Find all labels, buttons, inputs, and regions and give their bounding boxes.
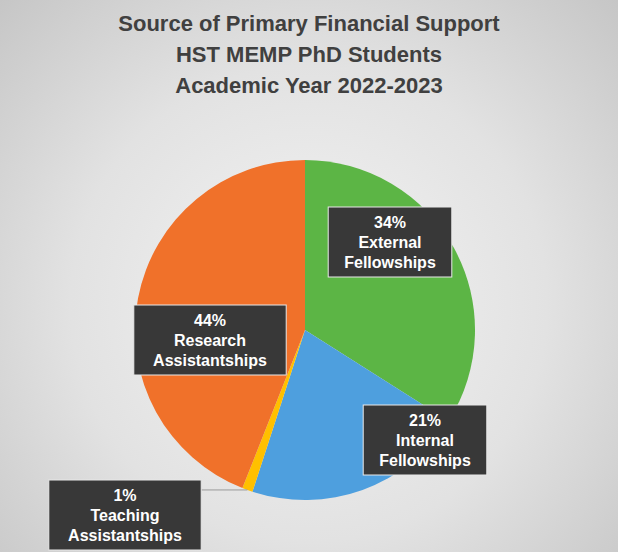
svg-text:1%: 1% bbox=[113, 487, 136, 504]
svg-text:Assistantships: Assistantships bbox=[68, 527, 182, 544]
svg-text:21%: 21% bbox=[409, 412, 441, 429]
svg-text:Teaching: Teaching bbox=[90, 507, 159, 524]
svg-text:Assistantships: Assistantships bbox=[153, 352, 267, 369]
html-text:Source of Primary Financial Su: Source of Primary Financial Support HST … bbox=[118, 11, 500, 98]
svg-text:34%: 34% bbox=[374, 214, 406, 231]
svg-text:Internal: Internal bbox=[396, 432, 454, 449]
svg-text:44%: 44% bbox=[194, 312, 226, 329]
svg-text:External: External bbox=[358, 234, 421, 251]
svg-text:Fellowships: Fellowships bbox=[379, 452, 471, 469]
svg-text:Fellowships: Fellowships bbox=[344, 254, 436, 271]
svg-text:Research: Research bbox=[174, 332, 246, 349]
